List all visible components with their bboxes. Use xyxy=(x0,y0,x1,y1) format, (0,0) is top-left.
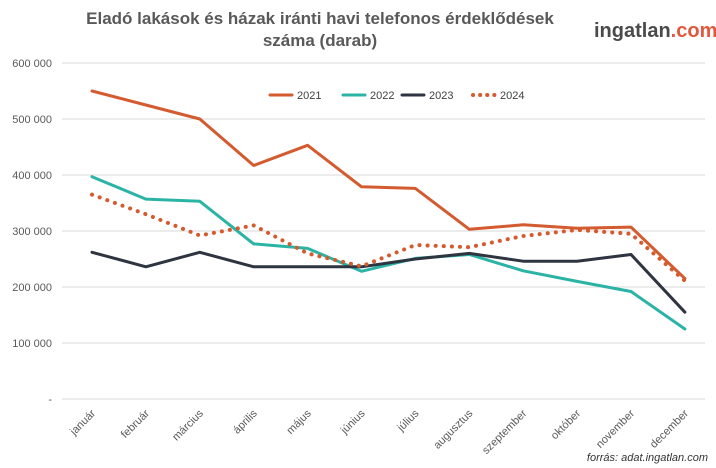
x-tick-label: augusztus xyxy=(431,407,475,451)
brand-logo: ingatlan.com xyxy=(594,20,716,43)
x-tick-label: április xyxy=(231,407,260,436)
y-axis-ticks: - 100 000 200 000 300 000 400 000 500 000 600 … xyxy=(12,58,52,406)
series-line-2024 xyxy=(90,192,687,283)
x-tick-label: december xyxy=(648,407,691,450)
x-tick-label: január xyxy=(67,407,98,438)
series-line-2021 xyxy=(90,89,687,281)
brand-name: ingatlan xyxy=(594,20,671,42)
chart-title: Eladó lakások és házak iránti havi telef… xyxy=(60,8,580,52)
legend-label-2022: 2022 xyxy=(370,90,394,102)
series-line-2022 xyxy=(90,175,687,331)
source-note: forrás: adat.ingatlan.com xyxy=(586,452,708,464)
legend-label-2021: 2021 xyxy=(297,90,321,102)
legend-label-2023: 2023 xyxy=(429,90,453,102)
y-tick-label: 500 000 xyxy=(12,114,52,126)
x-tick-label: június xyxy=(338,407,368,437)
x-axis-ticks: január február március április május június jú… xyxy=(67,407,691,456)
y-tick-label: 200 000 xyxy=(12,282,52,294)
x-tick-label: november xyxy=(594,407,637,450)
x-tick-label: február xyxy=(119,407,152,440)
brand-domain: .com xyxy=(670,20,716,42)
y-tick-label: - xyxy=(48,394,52,406)
series-line-2023 xyxy=(90,250,687,314)
chart-title-line-2: száma (darab) xyxy=(262,31,378,50)
x-tick-label: szeptember xyxy=(480,407,529,456)
x-tick-label: március xyxy=(170,407,206,443)
legend: 2021 2022 2023 2024 xyxy=(268,90,524,102)
y-tick-label: 600 000 xyxy=(12,58,52,70)
x-tick-label: október xyxy=(549,407,584,442)
series-lines xyxy=(90,89,687,331)
y-tick-label: 300 000 xyxy=(12,226,52,238)
x-tick-label: május xyxy=(284,407,314,437)
y-tick-label: 100 000 xyxy=(12,338,52,350)
x-tick-label: július xyxy=(395,407,422,434)
y-tick-label: 400 000 xyxy=(12,170,52,182)
chart-title-line-1: Eladó lakások és házak iránti havi telef… xyxy=(86,9,554,28)
gridlines xyxy=(62,62,705,400)
legend-label-2024: 2024 xyxy=(500,90,524,102)
